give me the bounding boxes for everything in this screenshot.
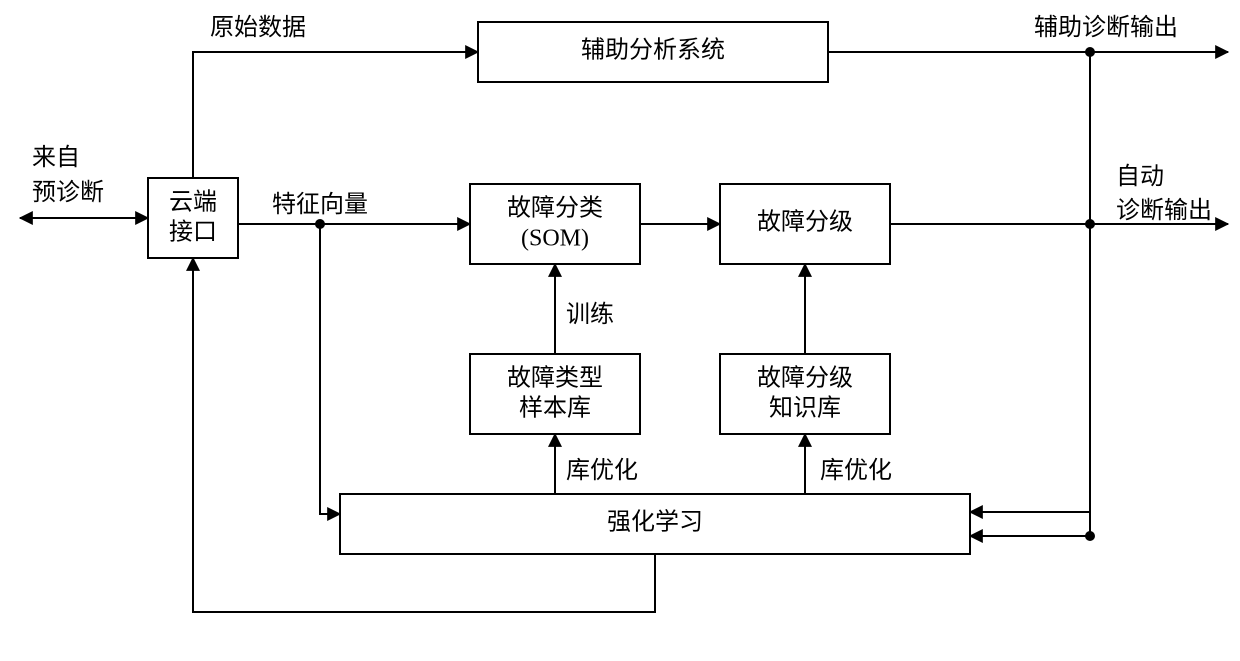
reinforce-label: 强化学习: [607, 509, 703, 536]
lib-opt-label-2: 库优化: [820, 457, 892, 484]
junction-rl-in2: [1085, 531, 1095, 541]
fault-grade-lib-label-1: 故障分级: [757, 365, 853, 392]
fault-grade-lib-label-2: 知识库: [769, 395, 841, 422]
lib-opt-label-1: 库优化: [566, 457, 638, 484]
from-prediagnosis-label-2: 预诊断: [32, 179, 104, 206]
arrow-autoout-to-reinforce: [970, 224, 1090, 536]
arrow-cloud-to-aux: [193, 52, 478, 178]
fault-type-lib-label-1: 故障类型: [507, 365, 603, 392]
fault-type-lib-label-2: 样本库: [519, 395, 591, 422]
auto-output-label-2: 诊断输出: [1116, 197, 1212, 224]
auto-output-label-1: 自动: [1116, 163, 1164, 190]
fault-classify-label-1: 故障分类: [507, 195, 603, 222]
arrow-auxout-to-reinforce: [970, 52, 1090, 512]
cloud-interface-label-1: 云端: [169, 189, 217, 216]
cloud-interface-label-2: 接口: [169, 219, 217, 246]
raw-data-label: 原始数据: [210, 14, 306, 41]
fault-grade-label: 故障分级: [757, 209, 853, 236]
arrow-feature-to-reinforce: [320, 224, 340, 514]
aux-output-label: 辅助诊断输出: [1034, 14, 1178, 41]
aux-analysis-label: 辅助分析系统: [581, 37, 725, 64]
from-prediagnosis-label-1: 来自: [32, 144, 80, 171]
fault-classify-label-2: (SOM): [521, 226, 589, 252]
feature-vector-label: 特征向量: [272, 191, 368, 218]
train-label: 训练: [566, 301, 614, 328]
